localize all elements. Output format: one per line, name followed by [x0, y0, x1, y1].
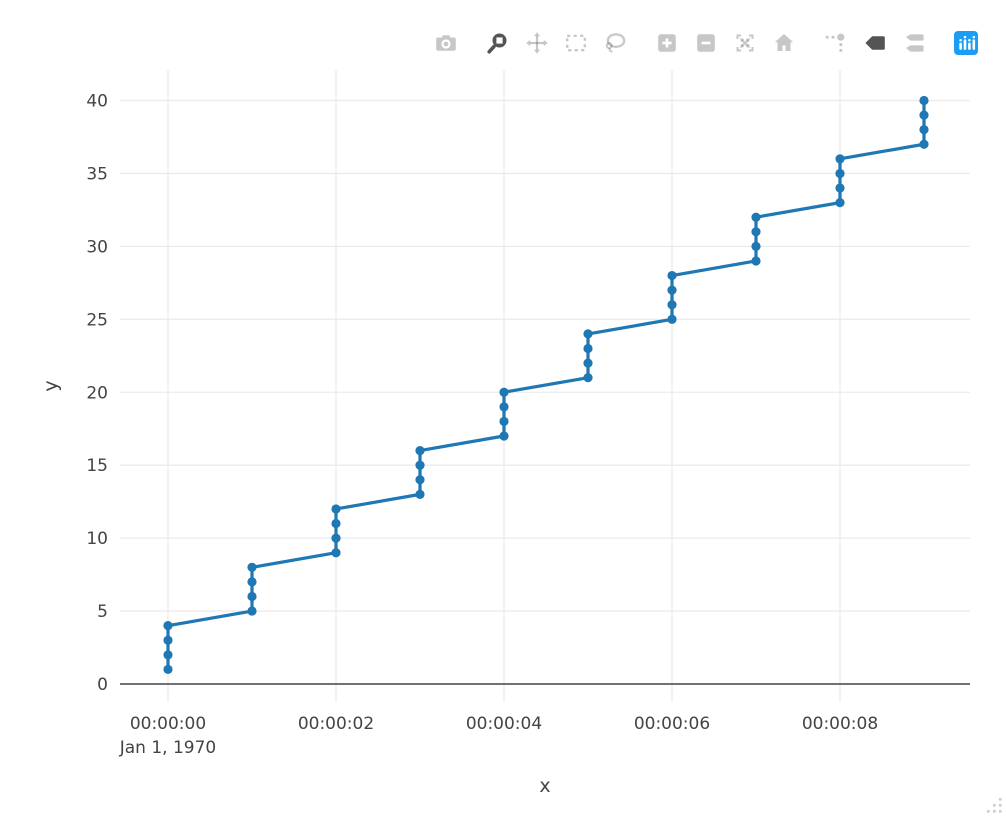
data-point-marker: [835, 168, 845, 179]
data-point-marker: [163, 635, 173, 645]
data-point-marker: [751, 256, 761, 266]
data-point-marker: [835, 154, 845, 164]
date-annotation: Jan 1, 1970: [119, 738, 217, 758]
data-point-marker: [499, 416, 509, 427]
box-select-icon[interactable]: [564, 31, 588, 55]
lasso-select-icon[interactable]: [603, 31, 627, 55]
hover-closest-icon[interactable]: [863, 31, 887, 55]
camera-icon[interactable]: [434, 31, 458, 55]
plotly-logo-icon[interactable]: [954, 31, 978, 55]
data-point-marker: [163, 664, 173, 675]
data-point-marker: [247, 562, 257, 572]
y-axis-title: y: [40, 380, 62, 391]
y-tick-label: 0: [97, 675, 108, 695]
zoom-in-icon[interactable]: [655, 31, 679, 55]
data-point-marker: [247, 577, 257, 587]
data-point-marker: [583, 358, 593, 368]
data-point-marker: [499, 431, 509, 441]
y-tick-label: 25: [86, 310, 108, 330]
spikelines-icon[interactable]: [824, 31, 848, 55]
plot-area[interactable]: [120, 70, 970, 702]
data-point-marker: [835, 183, 845, 193]
data-point-marker: [751, 212, 761, 222]
y-tick-label: 10: [86, 529, 108, 549]
series-line: [166, 100, 926, 670]
data-point-marker: [751, 241, 761, 251]
resize-grip-icon[interactable]: [984, 795, 1004, 815]
x-tick-label: 00:00:04: [466, 714, 542, 734]
y-tick-label: 35: [86, 164, 108, 184]
data-point-marker: [583, 343, 593, 354]
data-point-marker: [247, 606, 257, 616]
pan-icon[interactable]: [525, 31, 549, 55]
x-tick-label: 00:00:02: [298, 714, 374, 734]
data-point-marker: [667, 270, 677, 281]
data-point-marker: [583, 329, 593, 339]
x-tick-label: 00:00:00: [130, 714, 206, 734]
data-point-marker: [163, 650, 173, 660]
data-point-marker: [499, 387, 509, 397]
x-tick-label: 00:00:06: [634, 714, 710, 734]
y-tick-label: 40: [86, 92, 108, 112]
zoom-icon[interactable]: [486, 31, 510, 55]
data-point-marker: [667, 300, 677, 310]
data-point-marker: [331, 548, 341, 558]
data-point-marker: [919, 95, 929, 106]
autoscale-icon[interactable]: [733, 31, 757, 55]
y-tick-label: 15: [86, 456, 108, 476]
data-point-marker: [415, 489, 425, 499]
data-point-marker: [247, 591, 257, 602]
data-point-marker: [499, 402, 509, 412]
reset-axes-icon[interactable]: [772, 31, 796, 55]
data-point-marker: [919, 139, 929, 149]
data-point-marker: [919, 110, 929, 120]
data-point-marker: [163, 621, 173, 631]
data-point-marker: [415, 475, 425, 485]
data-point-marker: [415, 460, 425, 470]
y-tick-label: 30: [86, 237, 108, 257]
data-point-marker: [751, 227, 761, 237]
x-axis-title: x: [539, 775, 550, 797]
data-point-marker: [919, 125, 929, 135]
data-point-marker: [583, 373, 593, 383]
data-point-marker: [331, 533, 341, 543]
data-point-marker: [331, 504, 341, 514]
data-point-marker: [331, 518, 341, 529]
data-point-marker: [835, 198, 845, 208]
y-tick-label: 20: [86, 383, 108, 403]
hover-compare-icon[interactable]: [902, 31, 926, 55]
y-tick-label: 5: [97, 602, 108, 622]
modebar: [0, 31, 978, 55]
zoom-out-icon[interactable]: [694, 31, 718, 55]
data-point-marker: [415, 446, 425, 456]
data-point-marker: [667, 314, 677, 324]
x-tick-label: 00:00:08: [802, 714, 878, 734]
data-point-marker: [667, 285, 677, 295]
